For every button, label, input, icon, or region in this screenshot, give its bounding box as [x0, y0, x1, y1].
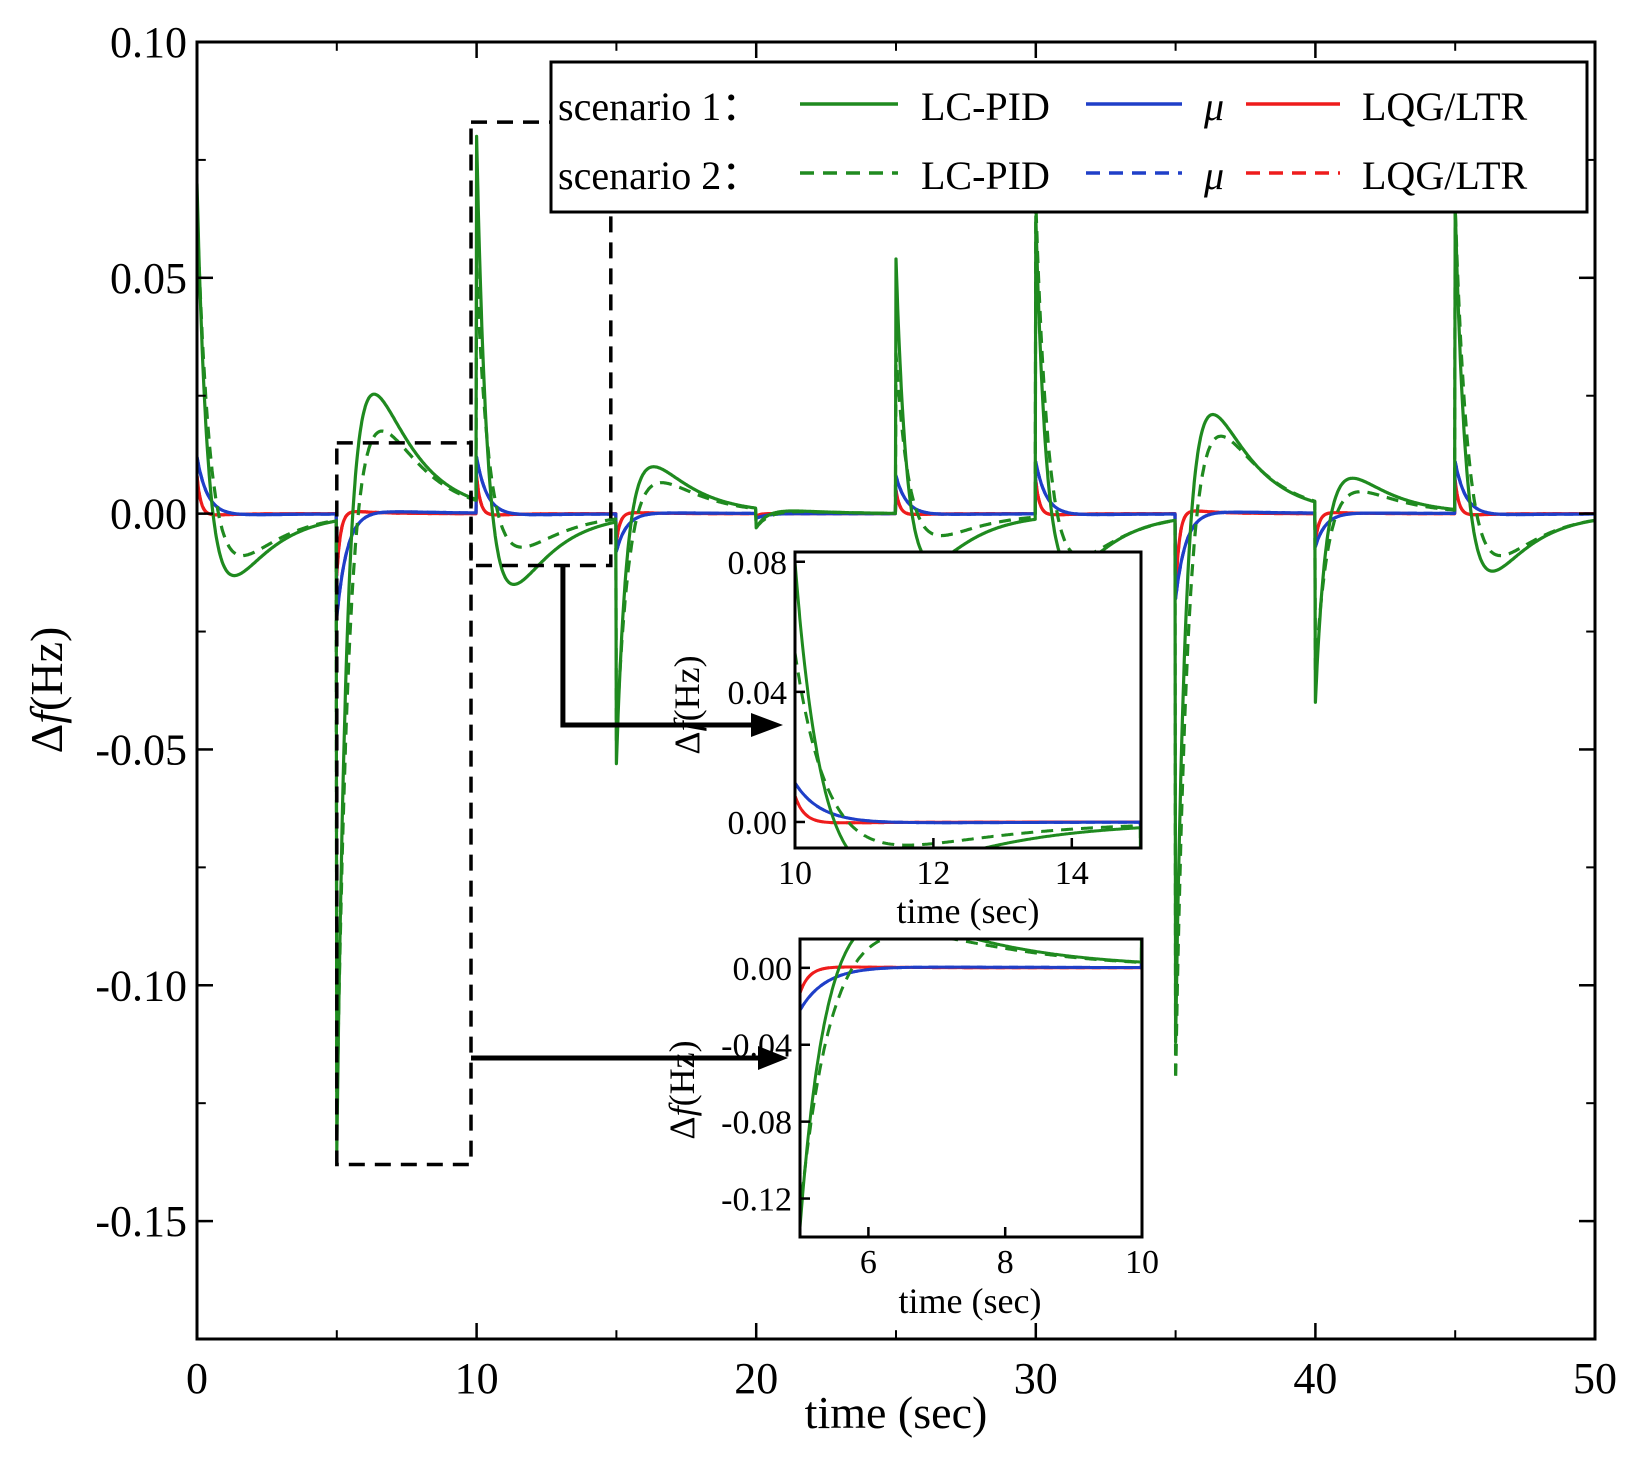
legend-row-scenario-1: scenario 1： LC-PID μ LQG/LTR [558, 84, 1528, 129]
main-x-axis-title: time (sec) [805, 1387, 988, 1438]
legend-s2-lqg-label: LQG/LTR [1362, 153, 1528, 198]
zoom-annotations [335, 120, 788, 1167]
main-y-axis-unit: (Hz) [21, 627, 72, 711]
main-x-tick-label: 40 [1293, 1354, 1337, 1403]
legend-s1-lqg-label: LQG/LTR [1362, 84, 1528, 129]
inset_top-series-mu-scenario-2 [795, 782, 1141, 848]
inset_top-x-tick-label: 10 [778, 855, 812, 892]
zoom-box-1 [335, 441, 473, 1167]
main-y-tick-label: -0.10 [95, 961, 187, 1010]
zoom-arrow-2-line [560, 565, 753, 728]
inset_bottom-x-tick-label: 10 [1125, 1244, 1159, 1281]
main-y-axis-title: Δf(Hz) [21, 627, 72, 754]
inset-bottom-y-axis-delta: Δ [662, 1116, 702, 1139]
inset_bottom-y-tick-label: -0.04 [721, 1028, 792, 1065]
inset_top-series-lc-pid-scenario-2 [795, 652, 1141, 848]
legend-scenario-1-label: scenario 1： [558, 84, 761, 129]
inset_bottom-x-tick-label: 8 [997, 1244, 1014, 1281]
main-series-lc-pid-scenario-1 [197, 134, 1595, 1152]
inset-top-x-axis-title: time (sec) [897, 891, 1040, 931]
inset_top-x-tick-label: 14 [1055, 855, 1089, 892]
inset_bottom-y-tick-label: -0.08 [721, 1105, 792, 1142]
inset_bottom-x-tick-label: 6 [860, 1244, 877, 1281]
inset_bottom-series-lc-pid-scenario-1 [800, 939, 1142, 1228]
legend-s1-mu-label: μ [1203, 84, 1224, 129]
legend-scenario-2-label: scenario 2： [558, 153, 761, 198]
inset_bottom-series-mu-scenario-2 [800, 944, 1142, 1011]
legend: scenario 1： LC-PID μ LQG/LTR scenario 2：… [549, 60, 1589, 214]
main-plot: 0 10 20 30 40 50 0.10 0.05 0.00 -0.05 -0.10 -0.15 t… [21, 18, 1617, 1438]
main-y-tick-label: 0.10 [110, 18, 187, 67]
main-x-tick-label: 30 [1014, 1354, 1058, 1403]
legend-row-scenario-2: scenario 2： LC-PID μ LQG/LTR [558, 153, 1528, 198]
inset-bottom-y-axis-title: Δf(Hz) [662, 1040, 702, 1139]
inset-bottom-y-axis-unit: (Hz) [662, 1040, 702, 1106]
zoom-arrow-2-head [751, 713, 783, 737]
inset_bottom-y-tick-label: -0.12 [721, 1182, 792, 1219]
zoom-arrow-1-head [758, 1046, 788, 1070]
inset-top-plot: 10 12 14 0.08 0.04 0.00 time (sec) Δf(Hz) [667, 545, 1143, 931]
main-x-tick-label: 20 [734, 1354, 778, 1403]
inset-top-y-axis-unit: (Hz) [667, 655, 707, 721]
inset_bottom-y-tick-label: 0.00 [733, 951, 793, 988]
main-y-tick-label: 0.00 [110, 490, 187, 539]
zoom-box-2 [469, 120, 613, 568]
inset-bottom-plot: 6 8 10 0.00 -0.04 -0.08 -0.12 time (sec) Δf(Hz… [662, 937, 1159, 1321]
main-y-axis-delta: Δ [21, 724, 72, 754]
main-y-tick-label: -0.15 [95, 1197, 187, 1246]
inset_top-series-lqg-ltr-scenario-2 [795, 795, 1141, 842]
inset_top-y-tick-label: 0.04 [728, 675, 788, 712]
main-x-tick-label: 10 [455, 1354, 499, 1403]
main-y-tick-label: 0.05 [110, 254, 187, 303]
inset-top-y-axis-title: Δf(Hz) [667, 655, 707, 754]
inset_top-y-tick-label: 0.08 [728, 545, 788, 582]
inset_top-y-tick-label: 0.00 [728, 805, 788, 842]
inset-bottom-x-axis-title: time (sec) [899, 1281, 1042, 1321]
main-x-tick-label: 50 [1573, 1354, 1617, 1403]
legend-s2-mu-label: μ [1203, 153, 1224, 198]
inset_top-series-lc-pid-scenario-1 [795, 561, 1141, 848]
main-y-tick-label: -0.05 [95, 725, 187, 774]
main-x-tick-label: 0 [186, 1354, 208, 1403]
inset-top-y-axis-delta: Δ [667, 731, 707, 754]
legend-s2-lcpid-label: LC-PID [921, 153, 1050, 198]
legend-s1-lcpid-label: LC-PID [921, 84, 1050, 129]
inset_top-x-tick-label: 12 [916, 855, 950, 892]
